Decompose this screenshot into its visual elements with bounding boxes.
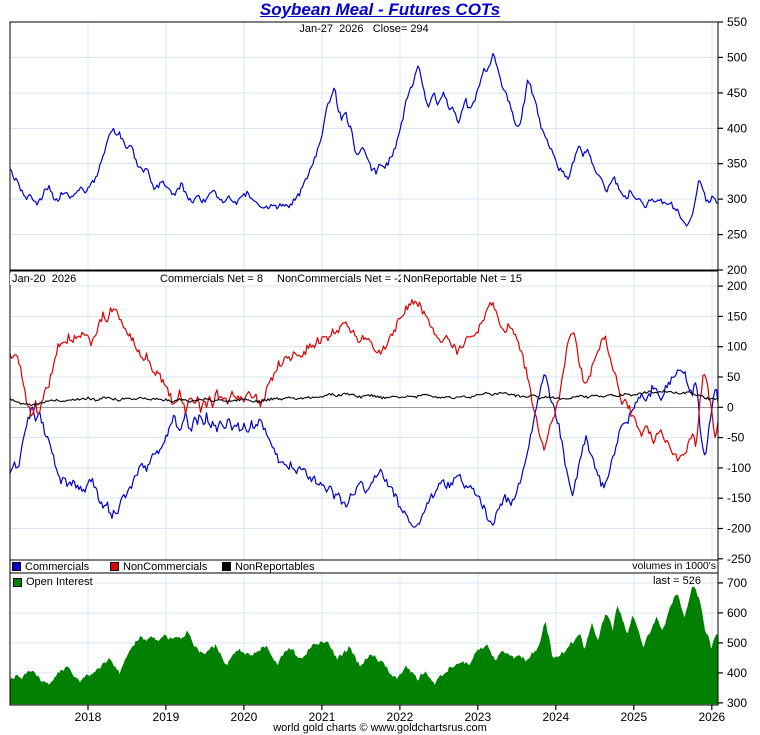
svg-text:600: 600 <box>727 606 747 620</box>
svg-text:400: 400 <box>727 666 747 680</box>
panel-0: 200 250 300 350 400 450 500 550 <box>9 15 747 277</box>
legend-label-noncommercials: NonCommercials <box>123 560 208 573</box>
svg-text:300: 300 <box>727 192 747 206</box>
svg-text:-100: -100 <box>727 461 751 475</box>
legend-label-open-interest: Open Interest <box>26 576 93 588</box>
open-interest-last-value: last = 526 <box>652 575 701 587</box>
legend-label-commercials: Commercials <box>25 560 90 573</box>
legend-item-nonreportables: NonReportables <box>222 560 315 573</box>
svg-text:450: 450 <box>727 86 747 100</box>
volumes-note: volumes in 1000's <box>632 560 716 572</box>
open-interest-swatch-icon <box>13 577 22 587</box>
legend-label-nonreportables: NonReportables <box>235 560 315 573</box>
svg-text:2021: 2021 <box>309 710 336 724</box>
nonreportable-net-label: NonReportable Net = 15 <box>401 273 524 285</box>
legend-item-commercials: Commercials <box>12 560 89 573</box>
svg-text:100: 100 <box>727 340 747 354</box>
panel-2: 300 400 500 600 700 <box>9 572 747 710</box>
panel-1: -250 -200 -150 -100 -50 0 50 100 150 200 <box>9 270 751 566</box>
svg-text:2026: 2026 <box>698 710 725 724</box>
svg-text:-50: -50 <box>727 431 745 445</box>
svg-text:700: 700 <box>727 576 747 590</box>
svg-text:400: 400 <box>727 121 747 135</box>
svg-text:2020: 2020 <box>231 710 258 724</box>
noncommercials-net-label: NonCommercials Net = -23 <box>275 273 412 285</box>
svg-text:300: 300 <box>727 696 747 710</box>
svg-text:-250: -250 <box>727 552 751 566</box>
nonreportables-swatch-icon <box>222 562 231 571</box>
svg-text:2023: 2023 <box>464 710 491 724</box>
commercials-swatch-icon <box>12 562 21 571</box>
svg-text:2025: 2025 <box>620 710 647 724</box>
commercials-net-label: Commercials Net = 8 <box>158 273 266 285</box>
copyright-footer: world gold charts © www.goldchartsrus.co… <box>273 722 487 734</box>
svg-text:2018: 2018 <box>75 710 102 724</box>
legend-band <box>9 559 719 574</box>
price-annotation: Jan-27 2026 Close= 294 <box>299 23 429 35</box>
svg-text:0: 0 <box>727 400 734 414</box>
noncommercials-swatch-icon <box>110 562 119 571</box>
legend-item-noncommercials: NonCommercials <box>110 560 207 573</box>
svg-text:250: 250 <box>727 228 747 242</box>
svg-text:150: 150 <box>727 309 747 323</box>
legend-item-open-interest: Open Interest <box>13 576 93 588</box>
cot-date-label: Jan-20 2026 <box>10 273 79 285</box>
svg-text:200: 200 <box>727 263 747 277</box>
svg-text:2022: 2022 <box>387 710 414 724</box>
svg-text:550: 550 <box>727 15 747 29</box>
x-axis: 2018 2019 2020 2021 2022 2023 2024 2025 2026 <box>75 705 725 724</box>
svg-text:500: 500 <box>727 50 747 64</box>
svg-text:2024: 2024 <box>542 710 569 724</box>
svg-text:-200: -200 <box>727 522 751 536</box>
svg-text:50: 50 <box>727 370 741 384</box>
svg-text:350: 350 <box>727 157 747 171</box>
svg-text:500: 500 <box>727 636 747 650</box>
svg-text:-150: -150 <box>727 491 751 505</box>
page-title: Soybean Meal - Futures COTs <box>259 0 501 19</box>
svg-text:2019: 2019 <box>153 710 180 724</box>
svg-text:200: 200 <box>727 279 747 293</box>
